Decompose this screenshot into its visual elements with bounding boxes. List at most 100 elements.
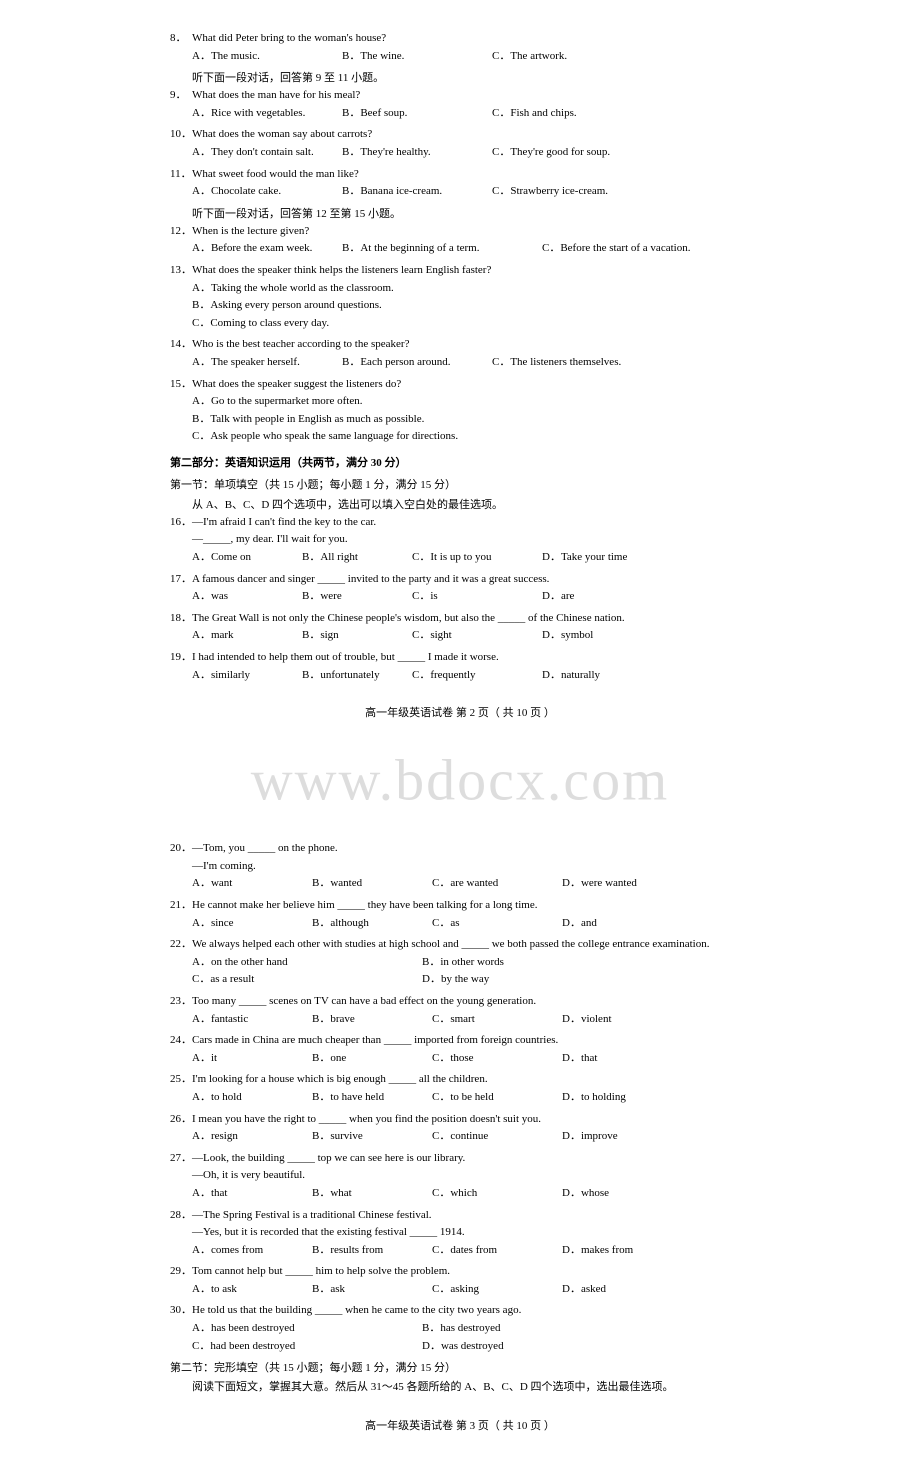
q-text: What does the man have for his meal? [192,87,750,105]
option-c: C．as [432,915,562,933]
q-line1: —I'm afraid I can't find the key to the … [192,514,750,532]
question-22: 22．We always helped each other with stud… [170,936,750,989]
q-num: 18． [170,610,192,628]
q-num: 16． [170,514,192,532]
option-a: A．The music. [192,48,342,66]
section-2-instruction: 从 A、B、C、D 四个选项中，选出可以填入空白处的最佳选项。 [170,496,750,512]
q-text: What does the speaker think helps the li… [192,262,750,280]
option-d: D．whose [562,1185,609,1203]
option-c: C．are wanted [432,875,562,893]
option-b: B．wanted [312,875,432,893]
option-a: A．on the other hand [192,954,422,972]
option-c: C．Strawberry ice-cream. [492,183,642,201]
option-c: C．The listeners themselves. [492,354,642,372]
q-num: 17． [170,571,192,589]
q-text: We always helped each other with studies… [192,936,750,954]
q-text: What sweet food would the man like? [192,166,750,184]
q-text: When is the lecture given? [192,223,750,241]
q-num: 25． [170,1071,192,1089]
option-c: C．is [412,588,542,606]
option-a: A．Chocolate cake. [192,183,342,201]
option-b: B．brave [312,1011,432,1029]
question-9: 9．What does the man have for his meal? A… [170,87,750,122]
question-30: 30．He told us that the building _____ wh… [170,1302,750,1355]
q-num: 10． [170,126,192,144]
q-line1: —Tom, you _____ on the phone. [192,840,750,858]
section-3-subtitle: 第二节：完形填空（共 15 小题；每小题 1 分，满分 15 分） [170,1359,750,1375]
option-c: C．Ask people who speak the same language… [192,428,750,446]
q-text: The Great Wall is not only the Chinese p… [192,610,750,628]
question-8: 8．What did Peter bring to the woman's ho… [170,30,750,65]
option-b: B．All right [302,549,412,567]
option-c: C．those [432,1050,562,1068]
q-num: 28． [170,1207,192,1225]
option-a: A．want [192,875,312,893]
q-line2: —Oh, it is very beautiful. [170,1167,750,1185]
option-a: A．Go to the supermarket more often. [192,393,750,411]
q-num: 26． [170,1111,192,1129]
q-num: 8． [170,30,192,48]
question-13: 13．What does the speaker think helps the… [170,262,750,332]
option-a: A．comes from [192,1242,312,1260]
question-19: 19．I had intended to help them out of tr… [170,649,750,684]
option-a: A．Rice with vegetables. [192,105,342,123]
option-a: A．They don't contain salt. [192,144,342,162]
option-b: B．results from [312,1242,432,1260]
question-14: 14．Who is the best teacher according to … [170,336,750,371]
option-b: B．Asking every person around questions. [192,297,750,315]
question-11: 11．What sweet food would the man like? A… [170,166,750,201]
question-10: 10．What does the woman say about carrots… [170,126,750,161]
question-18: 18．The Great Wall is not only the Chines… [170,610,750,645]
q-num: 13． [170,262,192,280]
option-b: B．were [302,588,412,606]
question-28: 28．—The Spring Festival is a traditional… [170,1207,750,1260]
option-b: B．survive [312,1128,432,1146]
q-text: What did Peter bring to the woman's hous… [192,30,750,48]
page-3: 20．—Tom, you _____ on the phone. —I'm co… [0,810,920,1463]
q-text: I mean you have the right to _____ when … [192,1111,750,1129]
option-c: C．The artwork. [492,48,642,66]
q-num: 11． [170,166,192,184]
q-num: 22． [170,936,192,954]
option-a: A．Before the exam week. [192,240,342,258]
section-2-subtitle: 第一节：单项填空（共 15 小题；每小题 1 分，满分 15 分） [170,476,750,492]
section-3-instruction: 阅读下面短文，掌握其大意。然后从 31～45 各题所给的 A、B、C、D 四个选… [170,1379,750,1397]
section-2-title: 第二部分：英语知识运用（共两节，满分 30 分） [170,454,750,470]
listening-note-1: 听下面一段对话，回答第 9 至 11 小题。 [170,69,750,85]
q-line2: —_____, my dear. I'll wait for you. [170,531,750,549]
q-num: 15． [170,376,192,394]
q-line2: —I'm coming. [170,858,750,876]
option-b: B．to have held [312,1089,432,1107]
option-a: A．to ask [192,1281,312,1299]
listening-note-2: 听下面一段对话，回答第 12 至第 15 小题。 [170,205,750,221]
option-b: B．At the beginning of a term. [342,240,542,258]
option-d: D．that [562,1050,597,1068]
q-text: I had intended to help them out of troub… [192,649,750,667]
option-d: D．makes from [562,1242,633,1260]
q-num: 23． [170,993,192,1011]
option-c: C．continue [432,1128,562,1146]
question-16: 16．—I'm afraid I can't find the key to t… [170,514,750,567]
q-text: Who is the best teacher according to the… [192,336,750,354]
q-text: He cannot make her believe him _____ the… [192,897,750,915]
option-d: D．were wanted [562,875,637,893]
q-num: 19． [170,649,192,667]
option-a: A．fantastic [192,1011,312,1029]
question-26: 26．I mean you have the right to _____ wh… [170,1111,750,1146]
watermark: www.bdocx.com [251,747,670,814]
page-footer-3: 高一年级英语试卷 第 3 页（ 共 10 页 ） [170,1417,750,1433]
q-num: 20． [170,840,192,858]
option-c: C．asking [432,1281,562,1299]
option-c: C．dates from [432,1242,562,1260]
q-line2: —Yes, but it is recorded that the existi… [170,1224,750,1242]
option-d: D．are [542,588,574,606]
option-b: B．The wine. [342,48,492,66]
question-24: 24．Cars made in China are much cheaper t… [170,1032,750,1067]
question-25: 25．I'm looking for a house which is big … [170,1071,750,1106]
option-c: C．They're good for soup. [492,144,642,162]
question-29: 29．Tom cannot help but _____ him to help… [170,1263,750,1298]
q-num: 30． [170,1302,192,1320]
option-d: D．by the way [422,971,652,989]
question-20: 20．—Tom, you _____ on the phone. —I'm co… [170,840,750,893]
q-num: 24． [170,1032,192,1050]
